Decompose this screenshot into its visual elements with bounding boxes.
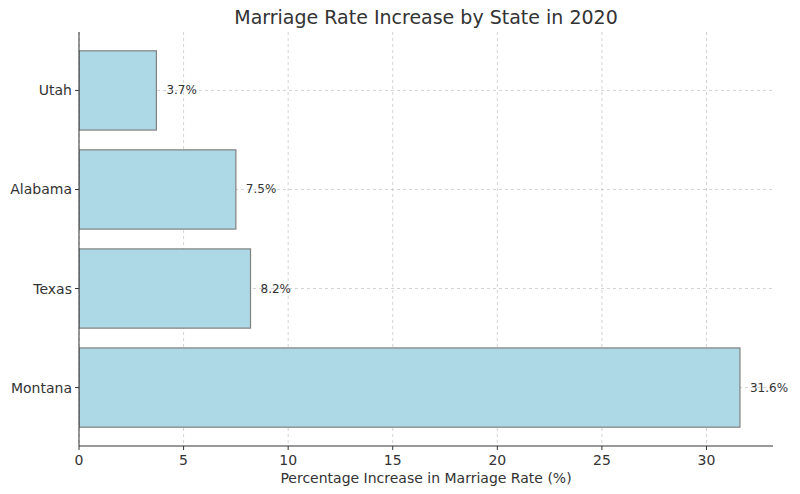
y-tick-label: Alabama bbox=[10, 181, 72, 197]
y-tick bbox=[75, 90, 79, 91]
grid-line-x bbox=[79, 32, 80, 446]
x-axis-label: Percentage Increase in Marriage Rate (%) bbox=[280, 470, 571, 486]
x-tick-label: 0 bbox=[75, 452, 84, 468]
x-tick-label: 10 bbox=[279, 452, 297, 468]
bars bbox=[79, 51, 740, 427]
y-tick bbox=[75, 387, 79, 388]
x-tick bbox=[288, 446, 289, 450]
x-ticks: 0 5 10 15 20 25 30 bbox=[75, 446, 716, 468]
data-label: 31.6% bbox=[750, 381, 788, 395]
grid bbox=[79, 32, 773, 446]
bar bbox=[79, 51, 156, 130]
bar bbox=[79, 348, 740, 427]
x-tick-label: 25 bbox=[593, 452, 611, 468]
y-tick-label: Utah bbox=[39, 82, 72, 98]
x-tick bbox=[183, 446, 184, 450]
x-tick-label: 30 bbox=[698, 452, 716, 468]
chart-title: Marriage Rate Increase by State in 2020 bbox=[234, 6, 617, 28]
bar bbox=[79, 249, 251, 328]
data-labels: 31.6% 8.2% 7.5% 3.7% bbox=[166, 83, 788, 394]
y-tick bbox=[75, 189, 79, 190]
x-tick bbox=[79, 446, 80, 450]
x-tick-label: 5 bbox=[179, 452, 188, 468]
y-tick-label: Texas bbox=[32, 281, 72, 297]
data-label: 8.2% bbox=[261, 282, 292, 296]
y-tick bbox=[75, 288, 79, 289]
data-label: 3.7% bbox=[166, 83, 197, 97]
x-tick bbox=[601, 446, 602, 450]
x-tick-label: 15 bbox=[384, 452, 402, 468]
chart-svg: 31.6% 8.2% 7.5% 3.7% 0 5 10 15 20 25 30 Montana Texa… bbox=[0, 0, 800, 494]
bar bbox=[79, 150, 236, 229]
y-tick-label: Montana bbox=[11, 380, 72, 396]
x-tick bbox=[706, 446, 707, 450]
chart-container: 31.6% 8.2% 7.5% 3.7% 0 5 10 15 20 25 30 Montana Texa… bbox=[0, 0, 800, 494]
x-tick-label: 20 bbox=[488, 452, 506, 468]
y-axis-line bbox=[79, 32, 80, 446]
y-ticks: Montana Texas Alabama Utah bbox=[10, 82, 79, 395]
x-tick bbox=[392, 446, 393, 450]
data-label: 7.5% bbox=[246, 182, 277, 196]
x-tick bbox=[497, 446, 498, 450]
